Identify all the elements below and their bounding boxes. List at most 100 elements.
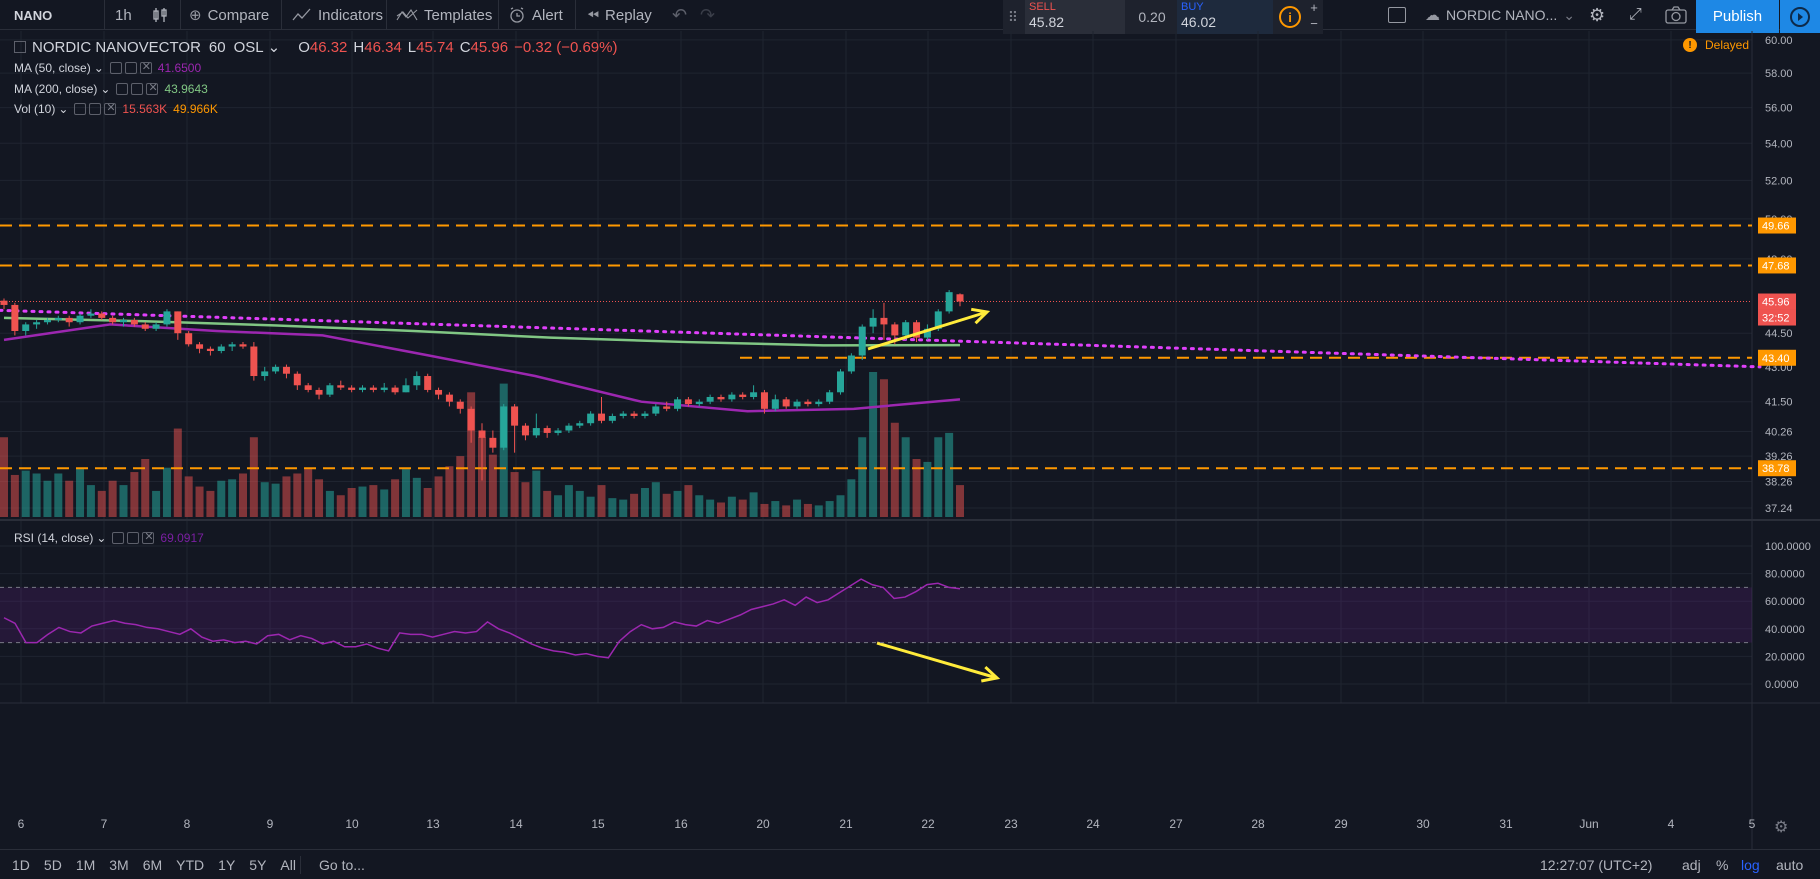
templates-icon bbox=[396, 8, 418, 21]
main-series-legend[interactable]: NORDIC NANOVECTOR 60 OSL ⌄ O 46.32 H 46.34… bbox=[14, 38, 617, 56]
close-icon[interactable] bbox=[104, 101, 117, 115]
drag-handle-icon[interactable]: ⠿ bbox=[1007, 8, 1019, 25]
candle-body bbox=[43, 320, 51, 323]
candle-body bbox=[348, 387, 356, 390]
ma50-line bbox=[3, 323, 961, 413]
volume-bar bbox=[206, 490, 215, 517]
chart-svg[interactable]: 60.0058.0056.0054.0052.0050.0048.0044.50… bbox=[0, 31, 1820, 849]
range-buttons: 1D 5D 1M 3M 6M YTD 1Y 5Y All bbox=[12, 850, 296, 879]
buy-label: BUY bbox=[1181, 1, 1204, 13]
range-5d[interactable]: 5D bbox=[43, 857, 62, 873]
volume-bar bbox=[630, 493, 639, 517]
play-button[interactable] bbox=[1780, 0, 1820, 33]
indicators-icon bbox=[292, 8, 311, 21]
candle-body bbox=[152, 324, 160, 329]
eye-icon[interactable] bbox=[109, 62, 122, 74]
candle-body bbox=[793, 401, 801, 407]
ma200-controls[interactable] bbox=[116, 81, 159, 95]
time-tick-label: 4 bbox=[1668, 817, 1675, 831]
axis-settings-icon[interactable]: ⚙ bbox=[1774, 819, 1788, 836]
close-icon[interactable] bbox=[142, 530, 155, 544]
info-icon[interactable]: i bbox=[1279, 6, 1301, 28]
replay-button[interactable]: ⏪︎ Replay bbox=[587, 0, 652, 30]
time-tick-label: 7 bbox=[101, 817, 108, 831]
volume-bar bbox=[532, 470, 541, 517]
candle-body bbox=[902, 322, 910, 336]
chart-type-button[interactable] bbox=[151, 0, 169, 30]
candle-body bbox=[837, 371, 844, 393]
range-3m[interactable]: 3M bbox=[109, 857, 129, 873]
gear-icon[interactable] bbox=[124, 62, 137, 74]
eye-icon[interactable] bbox=[116, 83, 129, 95]
time-tick-label: 28 bbox=[1251, 817, 1265, 831]
range-6m[interactable]: 6M bbox=[142, 857, 163, 873]
fullscreen-toggle[interactable] bbox=[1388, 0, 1406, 30]
publish-button[interactable]: Publish bbox=[1696, 0, 1779, 33]
gear-icon[interactable] bbox=[131, 83, 144, 95]
chevron-down-icon: ⌄ bbox=[96, 531, 107, 545]
ma50-controls[interactable] bbox=[109, 60, 152, 74]
indicators-button[interactable]: Indicators bbox=[292, 0, 383, 30]
volume-bar bbox=[847, 479, 856, 517]
candle-body bbox=[141, 324, 149, 329]
time-tick-label: 14 bbox=[509, 817, 523, 831]
candle-body bbox=[391, 387, 399, 393]
auto-toggle[interactable]: auto bbox=[1776, 850, 1803, 879]
volume-bar bbox=[315, 479, 324, 517]
goto-button[interactable]: Go to... bbox=[319, 850, 365, 879]
candle-body bbox=[543, 428, 551, 433]
volume-bar bbox=[401, 469, 410, 517]
range-ytd[interactable]: YTD bbox=[176, 857, 205, 873]
range-5y[interactable]: 5Y bbox=[249, 857, 267, 873]
snapshot-button[interactable] bbox=[1665, 0, 1687, 30]
volume-legend[interactable]: Vol (10)⌄ 15.563K 49.966K bbox=[14, 101, 218, 116]
gear-icon[interactable] bbox=[127, 532, 140, 544]
gear-icon[interactable] bbox=[89, 103, 102, 115]
rsi-controls[interactable] bbox=[112, 530, 155, 544]
layout-selector[interactable]: ☁ NORDIC NANO... ⌄ bbox=[1425, 0, 1575, 30]
undo-button[interactable]: ↶ bbox=[672, 0, 687, 30]
volume-bar bbox=[97, 490, 106, 517]
gear-icon: ⚙ bbox=[1589, 4, 1606, 25]
delayed-badge[interactable]: ! Delayed bbox=[1683, 38, 1749, 52]
sell-button[interactable]: SELL 45.82 bbox=[1025, 0, 1125, 34]
templates-button[interactable]: Templates bbox=[396, 0, 492, 30]
settings-button[interactable]: ⚙ bbox=[1589, 0, 1605, 30]
expand-button[interactable]: ⤢ bbox=[1629, 0, 1642, 30]
eye-icon[interactable] bbox=[74, 103, 87, 115]
quantity-stepper[interactable]: + − bbox=[1310, 0, 1318, 31]
range-1y[interactable]: 1Y bbox=[218, 857, 236, 873]
close-icon[interactable] bbox=[146, 81, 159, 95]
indicators-label: Indicators bbox=[318, 6, 384, 24]
timezone-button[interactable]: 12:27:07 (UTC+2) bbox=[1540, 850, 1652, 879]
candle-body bbox=[130, 320, 138, 325]
alert-button[interactable]: Alert bbox=[508, 0, 563, 30]
close-icon[interactable] bbox=[139, 60, 152, 74]
interval-button[interactable]: 1h bbox=[115, 0, 132, 30]
symbol-label: NANO bbox=[14, 7, 53, 23]
candle-body bbox=[76, 315, 84, 323]
volume-controls[interactable] bbox=[74, 101, 117, 115]
time-tick-label: 30 bbox=[1416, 817, 1430, 831]
volume-bar bbox=[912, 459, 921, 517]
ma200-legend[interactable]: MA (200, close)⌄ 43.9643 bbox=[14, 81, 208, 96]
ma50-legend[interactable]: MA (50, close)⌄ 41.6500 bbox=[14, 60, 201, 75]
candle-body bbox=[185, 333, 193, 345]
range-1m[interactable]: 1M bbox=[75, 857, 96, 873]
percent-toggle[interactable]: % bbox=[1716, 850, 1728, 879]
volume-bar bbox=[239, 473, 247, 517]
range-1d[interactable]: 1D bbox=[12, 857, 30, 873]
rsi-legend[interactable]: RSI (14, close)⌄ 69.0917 bbox=[14, 530, 204, 545]
candle-body bbox=[478, 430, 486, 438]
redo-button[interactable]: ↷ bbox=[700, 0, 715, 30]
buy-button[interactable]: BUY 46.02 bbox=[1177, 0, 1273, 34]
symbol-search[interactable]: NANO bbox=[14, 0, 52, 30]
adj-toggle[interactable]: adj bbox=[1682, 850, 1701, 879]
chart-area[interactable]: 60.0058.0056.0054.0052.0050.0048.0044.50… bbox=[0, 31, 1820, 849]
eye-icon[interactable] bbox=[112, 532, 125, 544]
rsi-tick-label: 80.0000 bbox=[1765, 569, 1805, 581]
compare-button[interactable]: ⊕ Compare bbox=[189, 0, 269, 30]
collapse-icon[interactable] bbox=[14, 41, 26, 53]
log-toggle[interactable]: log bbox=[1741, 850, 1760, 879]
range-all[interactable]: All bbox=[280, 857, 296, 873]
